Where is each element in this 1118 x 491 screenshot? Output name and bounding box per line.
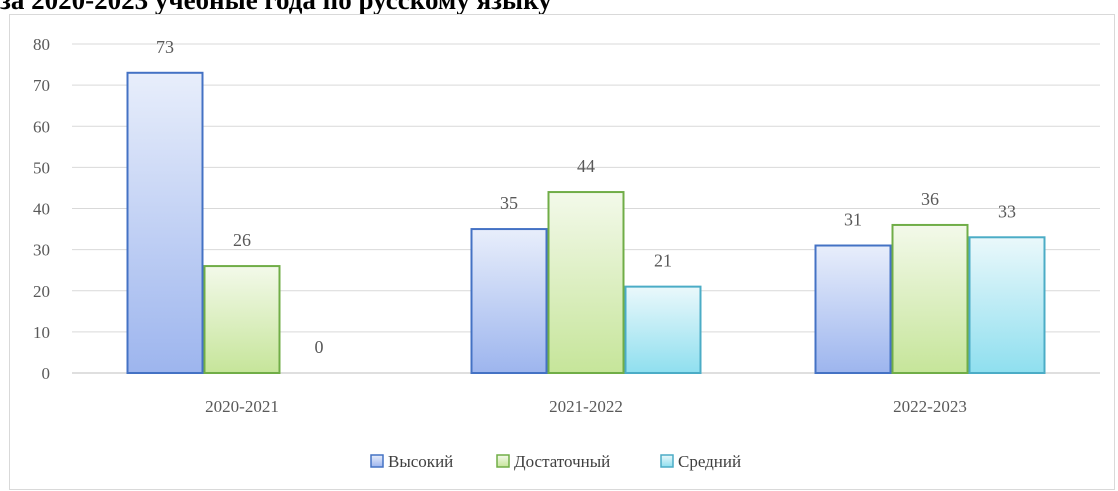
y-tick-label: 30 — [33, 241, 50, 260]
data-label: 36 — [921, 189, 939, 209]
bar-Высокий-2020-2021 — [126, 71, 204, 374]
bar-Достаточный-2021-2022 — [547, 191, 625, 374]
x-category-label: 2021-2022 — [549, 397, 623, 416]
y-tick-label: 80 — [33, 35, 50, 54]
bar-Достаточный-2022-2023 — [891, 223, 969, 374]
y-tick-label: 70 — [33, 76, 50, 95]
legend-swatch — [660, 454, 674, 468]
x-category-label: 2020-2021 — [205, 397, 279, 416]
y-tick-label: 20 — [33, 282, 50, 301]
data-label: 44 — [577, 156, 595, 176]
chart-title: за 2020-2023 учебные года по русскому яз… — [0, 0, 1118, 14]
data-label: 33 — [998, 201, 1016, 221]
data-label: 21 — [654, 251, 672, 271]
legend-label: Достаточный — [514, 452, 610, 471]
x-category-label: 2022-2023 — [893, 397, 967, 416]
bar-Средний-2022-2023 — [968, 236, 1046, 374]
data-label: 0 — [315, 337, 324, 357]
data-label: 26 — [233, 230, 251, 250]
legend-swatch — [370, 454, 384, 468]
y-tick-label: 50 — [33, 158, 50, 177]
legend-label: Средний — [678, 452, 741, 471]
bar-Средний-2021-2022 — [624, 285, 702, 375]
y-tick-label: 40 — [33, 200, 50, 219]
y-tick-label: 10 — [33, 323, 50, 342]
y-tick-label: 0 — [42, 364, 51, 383]
legend-label: Высокий — [388, 452, 453, 471]
data-label: 73 — [156, 37, 174, 57]
bar-Высокий-2021-2022 — [470, 228, 548, 374]
y-tick-label: 60 — [33, 117, 50, 136]
data-label: 31 — [844, 210, 862, 230]
legend-swatch — [496, 454, 510, 468]
bar-Достаточный-2020-2021 — [203, 265, 281, 375]
data-label: 35 — [500, 193, 518, 213]
bar-Высокий-2022-2023 — [814, 244, 892, 374]
